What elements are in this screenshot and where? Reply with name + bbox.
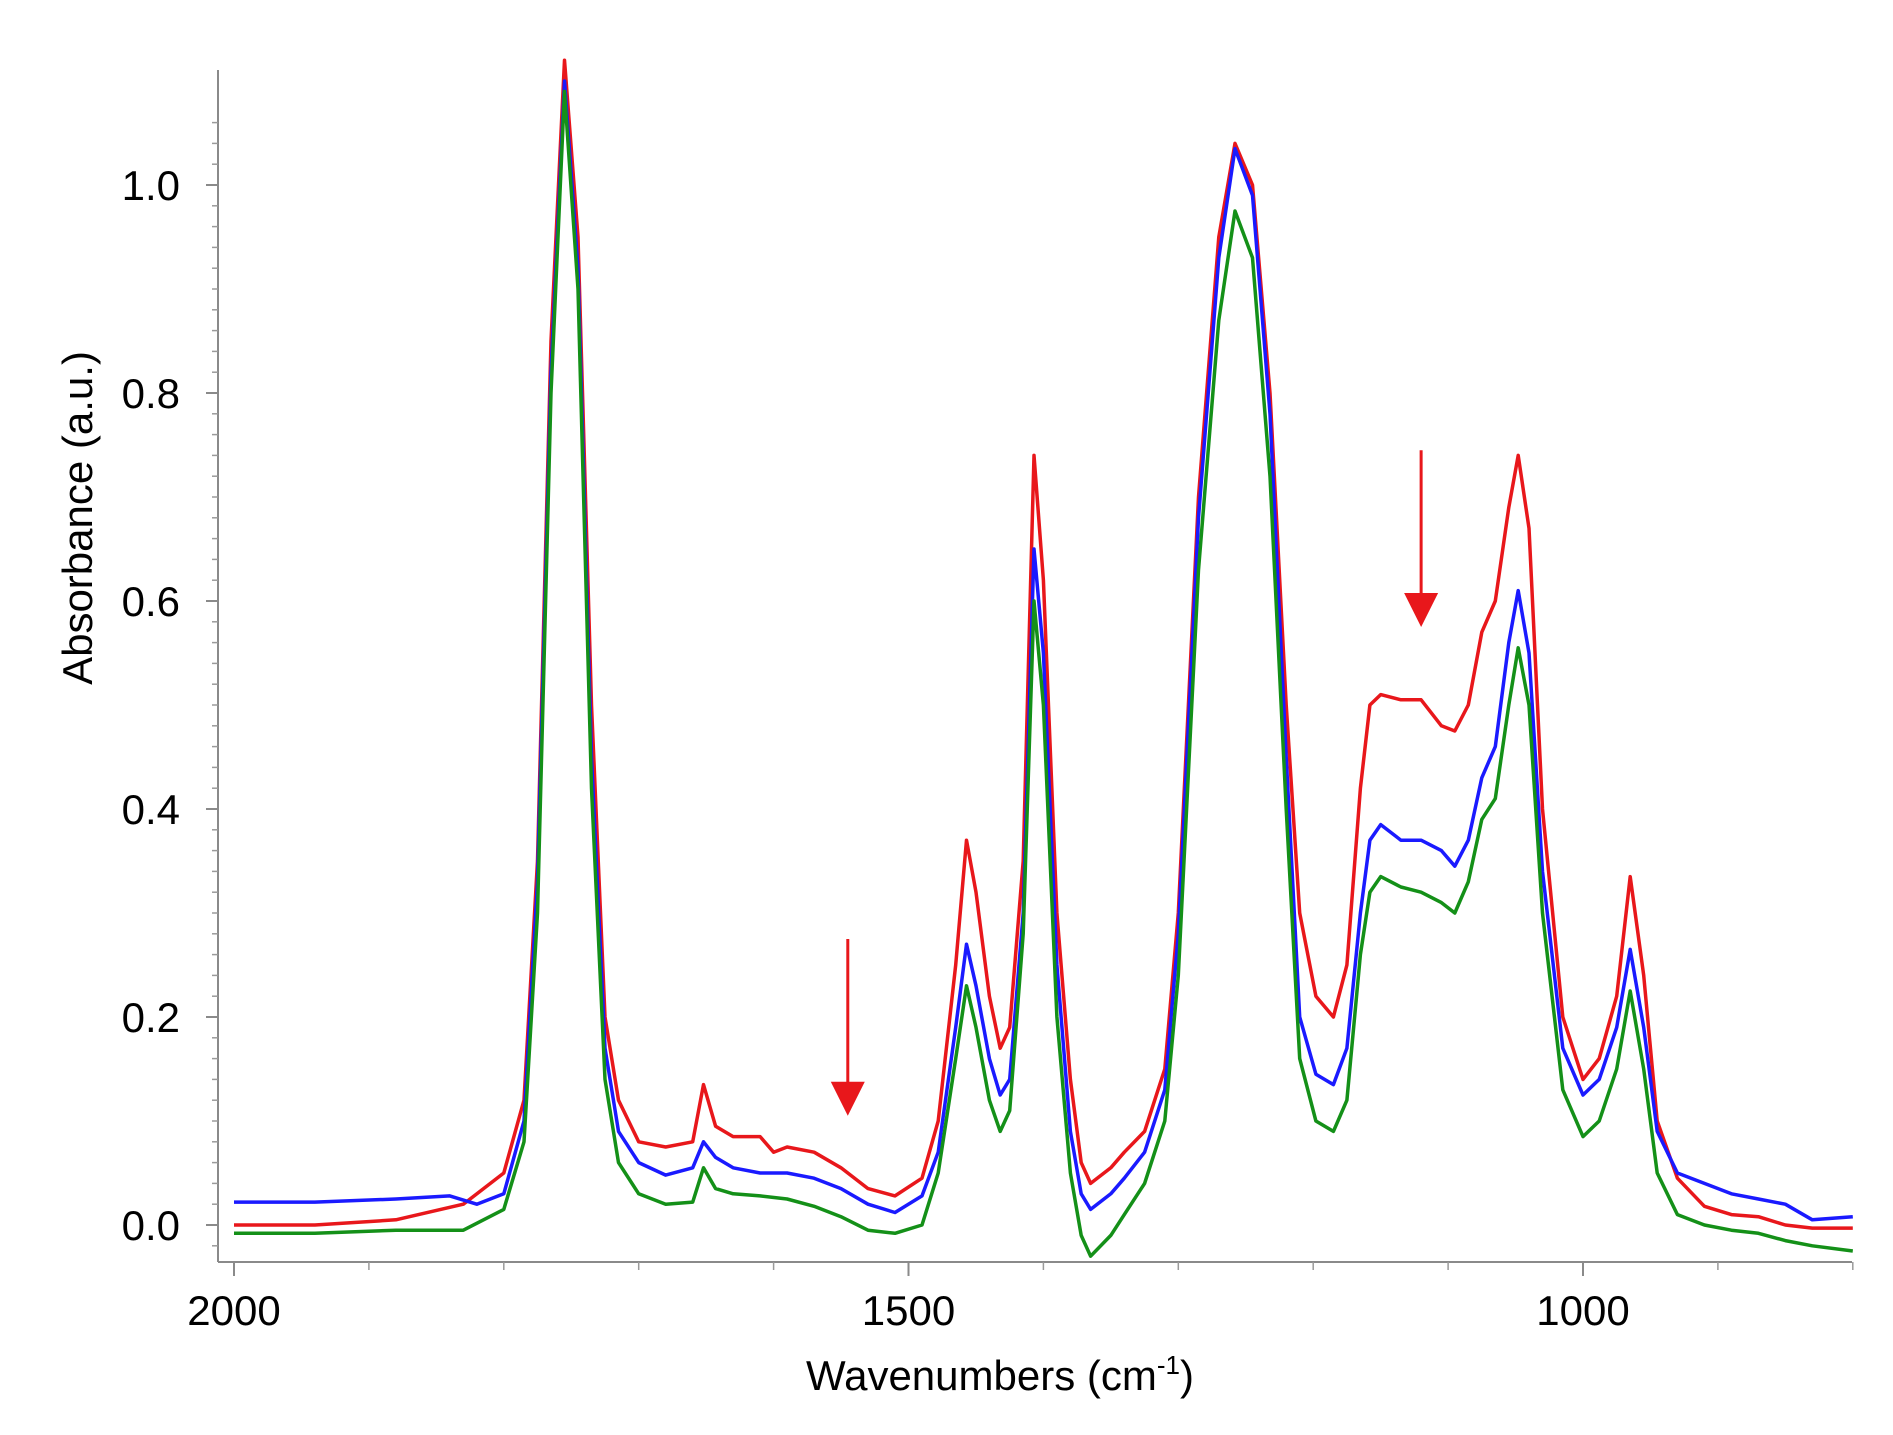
y-tick-label: 0.8	[122, 370, 180, 417]
x-tick-label: 2000	[187, 1287, 280, 1334]
y-tick-label: 0.0	[122, 1202, 180, 1249]
x-tick-label: 1000	[1536, 1287, 1629, 1334]
y-tick-label: 1.0	[122, 162, 180, 209]
annotations	[830, 450, 1439, 1116]
series-line-1	[234, 79, 1853, 1222]
y-tick-label: 0.2	[122, 994, 180, 1041]
x-axis-title: Wavenumbers (cm-1)	[806, 1350, 1194, 1399]
x-tick-label: 1500	[862, 1287, 955, 1334]
series-line-0	[234, 58, 1853, 1230]
annotation-arrow-head	[830, 1081, 865, 1116]
series-group	[234, 58, 1854, 1258]
y-tick-label: 0.4	[122, 786, 180, 833]
y-axis-title: Absorbance (a.u.)	[54, 351, 101, 685]
y-tick-label: 0.6	[122, 578, 180, 625]
ticks: 0.0 0.2 0.4 0.6 0.8 1.0 2000 1500 1000	[122, 121, 1854, 1334]
axes	[217, 70, 1852, 1263]
annotation-arrow-head	[1404, 593, 1439, 627]
series-line-2	[234, 89, 1854, 1258]
